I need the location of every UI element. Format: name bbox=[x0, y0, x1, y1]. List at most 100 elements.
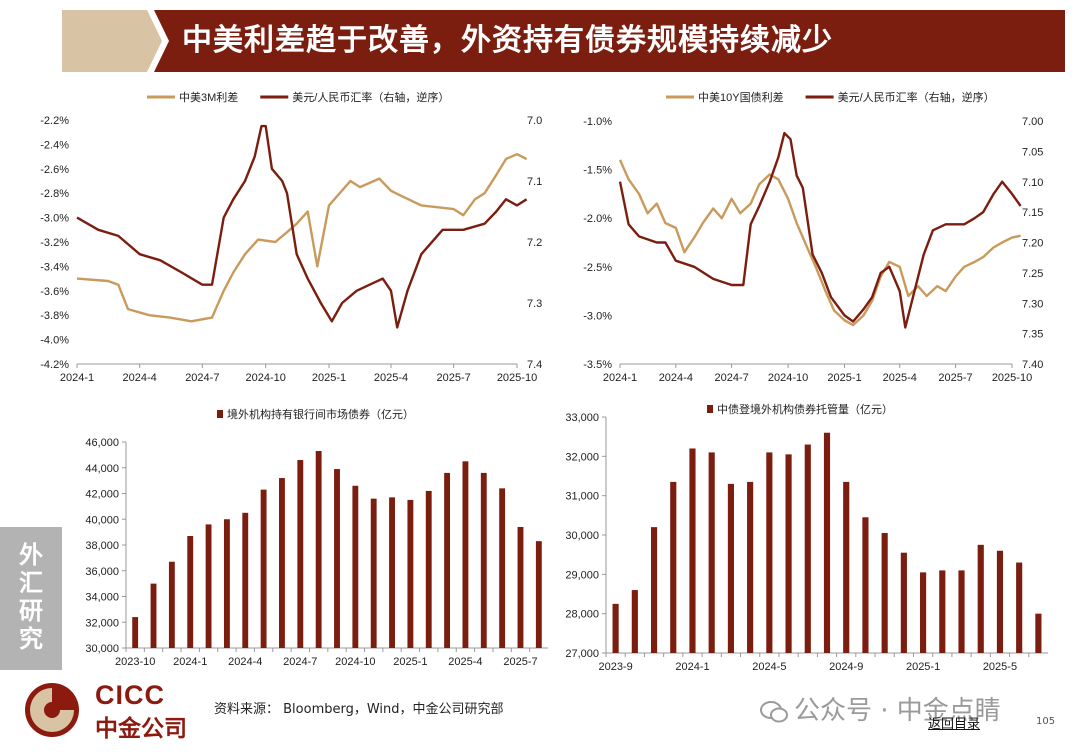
y-tick-label: 28,000 bbox=[565, 609, 599, 621]
bar-2024-9 bbox=[334, 469, 340, 648]
bar-2024-4 bbox=[747, 481, 754, 653]
title-bar: 中美利差趋于改善，外资持有债券规模持续减少 bbox=[62, 10, 1065, 72]
y-tick-label: 44,000 bbox=[85, 463, 119, 475]
y-right-tick-label: 7.2 bbox=[527, 237, 542, 249]
x-tick-label: 2024-10 bbox=[245, 372, 285, 384]
x-tick-label: 2024-1 bbox=[173, 656, 207, 668]
x-tick-label: 2025-7 bbox=[503, 656, 537, 668]
cicc-logo-mark-icon bbox=[25, 683, 79, 737]
bar-2024-8 bbox=[823, 432, 831, 653]
bar-2025-2 bbox=[939, 570, 946, 653]
y-right-tick-label: 7.00 bbox=[1022, 116, 1043, 128]
y-left-tick-label: -2.5% bbox=[583, 262, 612, 274]
y-left-tick-label: -1.5% bbox=[583, 165, 612, 177]
bar-2025-5 bbox=[996, 550, 1004, 653]
legend-label: 美元/人民币汇率（右轴，逆序） bbox=[838, 90, 995, 104]
cicc-logo: CICC 中金公司 bbox=[20, 680, 210, 742]
x-tick-label: 2024-1 bbox=[60, 372, 94, 384]
bar-2023-11 bbox=[650, 527, 658, 653]
legend-swatch bbox=[217, 410, 223, 418]
bar-2024-12 bbox=[389, 497, 395, 648]
chart-interbank-holdings: 46,000 44,000 42,000 40,000 38,000 36,000 34,0… bbox=[60, 400, 560, 680]
y-left-tick-label: -4.0% bbox=[40, 335, 69, 347]
bar-2025-6 bbox=[499, 488, 506, 648]
side-section-tag: 外汇研究 bbox=[0, 527, 62, 670]
x-tick-label: 2023-10 bbox=[115, 656, 155, 668]
y-tick-label: 30,000 bbox=[85, 643, 119, 655]
bar-2024-3 bbox=[223, 519, 230, 648]
x-tick-label: 2025-1 bbox=[393, 656, 427, 668]
bar-2024-4 bbox=[242, 512, 249, 648]
bar-2023-10 bbox=[132, 617, 139, 648]
x-tick-label: 2025-1 bbox=[312, 372, 346, 384]
y-right-tick-label: 7.3 bbox=[527, 298, 542, 310]
y-tick-label: 30,000 bbox=[565, 530, 599, 542]
spread-series-line bbox=[618, 159, 1021, 327]
y-tick-label: 36,000 bbox=[85, 566, 119, 578]
x-tick-label: 2024-4 bbox=[659, 372, 693, 384]
chart-10y-spread: 2024-1 2024-4 2024-7 2024-10 2025-1 2025-4 202… bbox=[560, 84, 1060, 394]
y-tick-label: 32,000 bbox=[565, 451, 599, 463]
bar-2025-1 bbox=[407, 499, 414, 648]
bar-2024-2 bbox=[708, 452, 715, 653]
x-tick-label: 2024-4 bbox=[228, 656, 262, 668]
page-title: 中美利差趋于改善，外资持有债券规模持续减少 bbox=[182, 23, 833, 58]
bar-2024-7 bbox=[804, 444, 811, 653]
chart-ccdc-custody-svg: 33,000 32,000 31,000 30,000 29,000 28,000 27,0… bbox=[565, 402, 1048, 673]
x-tick-label: 2025-10 bbox=[497, 372, 537, 384]
bar-2023-12 bbox=[168, 561, 175, 648]
y-right-tick-label: 7.30 bbox=[1022, 298, 1043, 310]
x-tick-label: 2024-10 bbox=[768, 372, 808, 384]
bar-2023-12 bbox=[670, 481, 677, 653]
y-left-tick-label: -2.2% bbox=[40, 115, 69, 127]
legend-label: 中债登境外机构债券托管量（亿元） bbox=[717, 402, 893, 416]
x-tick-label: 2024-4 bbox=[123, 372, 157, 384]
bar-2025-4 bbox=[462, 461, 469, 648]
x-tick-label: 2025-4 bbox=[883, 372, 917, 384]
y-left-tick-label: -2.6% bbox=[40, 164, 69, 176]
legend-swatch bbox=[707, 405, 713, 413]
bar-2025-2 bbox=[425, 490, 432, 648]
bar-2024-10 bbox=[352, 485, 359, 648]
bar-2024-6 bbox=[785, 454, 792, 653]
watermark-text: 公众号 · 中金点睛 bbox=[794, 696, 1001, 726]
bar-2024-2 bbox=[205, 524, 212, 648]
x-tick-label: 2024-7 bbox=[283, 656, 317, 668]
side-section-label: 外汇研究 bbox=[19, 541, 43, 653]
legend-label: 中美10Y国债利差 bbox=[698, 90, 784, 104]
x-tick-label: 2024-1 bbox=[675, 661, 709, 673]
bar-2023-11 bbox=[150, 583, 157, 648]
title-accent-shape bbox=[62, 10, 162, 72]
y-tick-label: 33,000 bbox=[565, 412, 599, 424]
bar-2024-10 bbox=[862, 517, 869, 653]
title-banner-shape bbox=[62, 10, 1065, 72]
x-tick-label: 2025-1 bbox=[827, 372, 861, 384]
x-tick-label: 2025-1 bbox=[906, 661, 940, 673]
bar-2024-7 bbox=[297, 460, 304, 648]
legend-label: 美元/人民币汇率（右轴，逆序） bbox=[292, 90, 449, 104]
y-left-tick-label: -3.2% bbox=[40, 237, 69, 249]
y-left-tick-label: -3.4% bbox=[40, 261, 69, 273]
y-left-tick-label: -1.0% bbox=[583, 116, 612, 128]
y-tick-label: 31,000 bbox=[565, 491, 599, 503]
bar-2024-1 bbox=[187, 535, 194, 648]
legend-label: 中美3M利差 bbox=[179, 90, 238, 104]
bar-2024-1 bbox=[689, 448, 696, 653]
y-tick-label: 32,000 bbox=[85, 617, 119, 629]
bar-2025-5 bbox=[480, 472, 487, 648]
y-right-tick-label: 7.05 bbox=[1022, 146, 1043, 158]
chart-3m-spread-svg: 2024-1 2024-4 2024-7 2024-10 2025-1 2025-4 202… bbox=[40, 90, 542, 384]
bar-2025-1 bbox=[920, 572, 927, 653]
bar-2024-9 bbox=[843, 481, 850, 653]
y-left-tick-label: -3.5% bbox=[583, 359, 612, 371]
x-tick-label: 2024-5 bbox=[752, 661, 786, 673]
x-tick-label: 2024-1 bbox=[603, 372, 637, 384]
bar-2024-11 bbox=[881, 533, 888, 653]
y-tick-label: 40,000 bbox=[85, 514, 119, 526]
y-tick-label: 46,000 bbox=[85, 437, 119, 449]
back-to-toc-link[interactable]: 返回目录 bbox=[928, 717, 981, 732]
chart-ccdc-custody: 33,000 32,000 31,000 30,000 29,000 28,000 27,0… bbox=[560, 395, 1060, 680]
y-left-tick-label: -2.4% bbox=[40, 139, 69, 151]
bar-2024-5 bbox=[260, 489, 267, 648]
bar-2024-8 bbox=[315, 451, 322, 648]
